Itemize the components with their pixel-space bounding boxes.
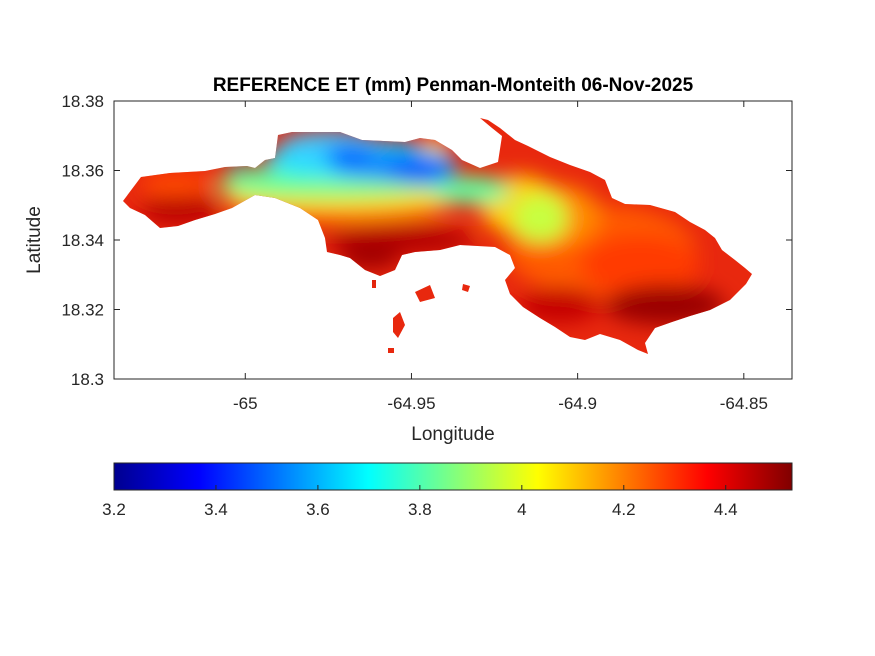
colorbar-tick-label: 3.4 xyxy=(204,500,228,519)
y-axis-label: Latitude xyxy=(24,206,45,274)
x-axis: -65 -64.95 -64.9 -64.85 xyxy=(233,101,768,413)
colorbar-tick-label: 3.2 xyxy=(102,500,126,519)
x-tick-label: -64.85 xyxy=(720,394,768,413)
colorbar xyxy=(113,462,793,491)
y-tick-label: 18.38 xyxy=(61,92,104,111)
y-axis: 18.3 18.32 18.34 18.36 18.38 xyxy=(61,92,792,389)
colorbar-tick-label: 3.8 xyxy=(408,500,432,519)
x-axis-label: Longitude xyxy=(411,424,494,445)
colorbar-ticks: 3.2 3.4 3.6 3.8 4 4.2 4.4 xyxy=(102,485,738,519)
chart-title: REFERENCE ET (mm) Penman-Monteith 06-Nov… xyxy=(213,75,694,96)
y-tick-label: 18.32 xyxy=(61,301,104,320)
x-tick-label: -65 xyxy=(233,394,258,413)
colorbar-tick-label: 3.6 xyxy=(306,500,330,519)
colorbar-tick-label: 4 xyxy=(517,500,526,519)
colorbar-tick-label: 4.4 xyxy=(714,500,738,519)
y-tick-label: 18.34 xyxy=(61,231,104,250)
colorbar-tick-label: 4.2 xyxy=(612,500,636,519)
y-tick-label: 18.36 xyxy=(61,162,104,181)
x-tick-label: -64.9 xyxy=(558,394,597,413)
y-tick-label: 18.3 xyxy=(71,370,104,389)
x-tick-label: -64.95 xyxy=(387,394,435,413)
